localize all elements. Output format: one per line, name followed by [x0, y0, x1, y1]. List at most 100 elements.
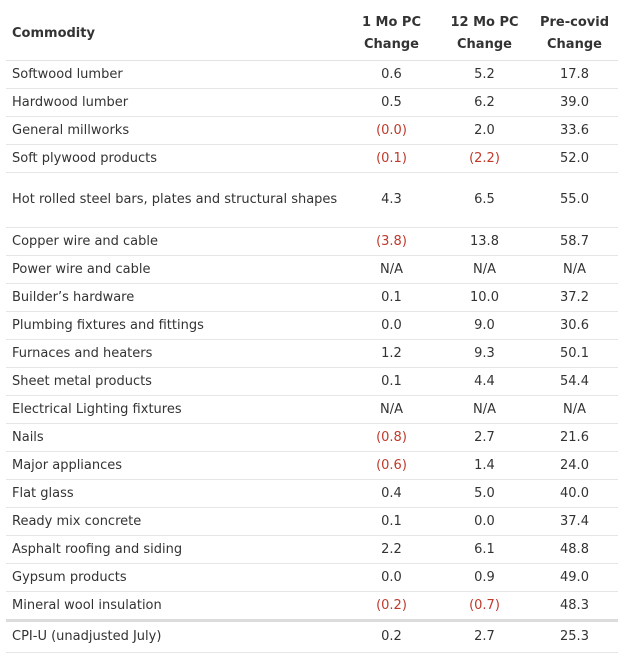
cell-1mo-change: 2.2	[345, 535, 438, 564]
cell-commodity: Copper wire and cable	[6, 227, 345, 256]
cell-12mo-change: 5.0	[438, 479, 531, 508]
cell-precovid-change: 24.0	[531, 451, 618, 480]
cell-commodity: CPI-U (unadjusted July)	[6, 619, 345, 653]
cell-12mo-change: 6.2	[438, 88, 531, 117]
cell-12mo-change: 2.7	[438, 423, 531, 452]
cell-commodity: Softwood lumber	[6, 60, 345, 89]
cell-12mo-change: 5.2	[438, 60, 531, 89]
table-row: Builder’s hardware 0.1 10.0 37.2	[6, 283, 618, 312]
cell-commodity: General millworks	[6, 116, 345, 145]
cell-1mo-change: 0.1	[345, 507, 438, 536]
cell-1mo-change: 0.5	[345, 88, 438, 117]
cell-precovid-change: N/A	[531, 395, 618, 424]
cell-precovid-change: 30.6	[531, 311, 618, 340]
cell-1mo-change: (0.0)	[345, 116, 438, 145]
cell-1mo-change: (0.1)	[345, 144, 438, 173]
table-row: Furnaces and heaters 1.2 9.3 50.1	[6, 339, 618, 368]
cell-1mo-change: (0.8)	[345, 423, 438, 452]
cell-commodity: Soft plywood products	[6, 144, 345, 173]
cell-commodity: Major appliances	[6, 451, 345, 480]
cell-precovid-change: 39.0	[531, 88, 618, 117]
cell-commodity: Sheet metal products	[6, 367, 345, 396]
table-row: Flat glass 0.4 5.0 40.0	[6, 479, 618, 508]
cell-1mo-change: (3.8)	[345, 227, 438, 256]
cell-12mo-change: 0.9	[438, 563, 531, 592]
cell-1mo-change: (0.2)	[345, 591, 438, 621]
cell-precovid-change: 48.8	[531, 535, 618, 564]
cell-precovid-change: N/A	[531, 255, 618, 284]
cell-commodity: Plumbing fixtures and fittings	[6, 311, 345, 340]
cell-12mo-change: 1.4	[438, 451, 531, 480]
cell-1mo-change: 0.6	[345, 60, 438, 89]
cell-commodity: Hot rolled steel bars, plates and struct…	[6, 172, 345, 228]
table-row: General millworks (0.0) 2.0 33.6	[6, 116, 618, 145]
header-commodity: Commodity	[6, 8, 345, 61]
cell-commodity: Flat glass	[6, 479, 345, 508]
cell-1mo-change: 1.2	[345, 339, 438, 368]
cell-precovid-change: 48.3	[531, 591, 618, 621]
cell-precovid-change: 17.8	[531, 60, 618, 89]
cell-1mo-change: 0.0	[345, 311, 438, 340]
cell-12mo-change: 6.5	[438, 172, 531, 228]
cell-1mo-change: 0.1	[345, 283, 438, 312]
table-row: Soft plywood products (0.1) (2.2) 52.0	[6, 144, 618, 173]
cell-commodity: Furnaces and heaters	[6, 339, 345, 368]
header-precovid-change: Pre-covid Change	[531, 8, 618, 61]
table-row: Major appliances (0.6) 1.4 24.0	[6, 451, 618, 480]
cell-1mo-change: N/A	[345, 255, 438, 284]
table-row: Hardwood lumber 0.5 6.2 39.0	[6, 88, 618, 117]
cell-1mo-change: 0.2	[345, 619, 438, 653]
cell-12mo-change: 0.0	[438, 507, 531, 536]
table-row: Electrical Lighting fixtures N/A N/A N/A	[6, 395, 618, 424]
cell-commodity: Mineral wool insulation	[6, 591, 345, 621]
cell-12mo-change: (2.2)	[438, 144, 531, 173]
table-row: Power wire and cable N/A N/A N/A	[6, 255, 618, 284]
table-row: Nails (0.8) 2.7 21.6	[6, 423, 618, 452]
commodity-price-table: Commodity 1 Mo PC Change 12 Mo PC Change…	[6, 8, 618, 653]
commodity-table-container: Commodity 1 Mo PC Change 12 Mo PC Change…	[6, 8, 618, 653]
header-1mo-change: 1 Mo PC Change	[345, 8, 438, 61]
cell-commodity: Nails	[6, 423, 345, 452]
cell-12mo-change: 13.8	[438, 227, 531, 256]
cell-1mo-change: 0.1	[345, 367, 438, 396]
cell-12mo-change: N/A	[438, 395, 531, 424]
table-row: Gypsum products 0.0 0.9 49.0	[6, 563, 618, 592]
cell-1mo-change: 0.4	[345, 479, 438, 508]
cell-commodity: Power wire and cable	[6, 255, 345, 284]
table-row: Plumbing fixtures and fittings 0.0 9.0 3…	[6, 311, 618, 340]
table-row: Mineral wool insulation (0.2) (0.7) 48.3	[6, 591, 618, 621]
cell-12mo-change: 9.0	[438, 311, 531, 340]
cell-12mo-change: 6.1	[438, 535, 531, 564]
cell-precovid-change: 58.7	[531, 227, 618, 256]
table-row: Sheet metal products 0.1 4.4 54.4	[6, 367, 618, 396]
cell-1mo-change: N/A	[345, 395, 438, 424]
table-row: Asphalt roofing and siding 2.2 6.1 48.8	[6, 535, 618, 564]
table-row: Softwood lumber 0.6 5.2 17.8	[6, 60, 618, 89]
cell-commodity: Ready mix concrete	[6, 507, 345, 536]
cell-1mo-change: 0.0	[345, 563, 438, 592]
cell-12mo-change: 4.4	[438, 367, 531, 396]
header-12mo-change: 12 Mo PC Change	[438, 8, 531, 61]
cell-commodity: Electrical Lighting fixtures	[6, 395, 345, 424]
cell-precovid-change: 50.1	[531, 339, 618, 368]
cell-precovid-change: 37.2	[531, 283, 618, 312]
cell-precovid-change: 54.4	[531, 367, 618, 396]
table-row: Ready mix concrete 0.1 0.0 37.4	[6, 507, 618, 536]
header-row: Commodity 1 Mo PC Change 12 Mo PC Change…	[6, 8, 618, 61]
table-body: Softwood lumber 0.6 5.2 17.8 Hardwood lu…	[6, 60, 618, 653]
cell-precovid-change: 33.6	[531, 116, 618, 145]
cell-precovid-change: 55.0	[531, 172, 618, 228]
cell-precovid-change: 40.0	[531, 479, 618, 508]
table-row: Hot rolled steel bars, plates and struct…	[6, 172, 618, 228]
cell-12mo-change: N/A	[438, 255, 531, 284]
cell-12mo-change: 10.0	[438, 283, 531, 312]
cell-12mo-change: 9.3	[438, 339, 531, 368]
cell-precovid-change: 37.4	[531, 507, 618, 536]
cell-commodity: Gypsum products	[6, 563, 345, 592]
cell-commodity: Hardwood lumber	[6, 88, 345, 117]
cell-precovid-change: 52.0	[531, 144, 618, 173]
cell-commodity: Asphalt roofing and siding	[6, 535, 345, 564]
cell-12mo-change: (0.7)	[438, 591, 531, 621]
cell-12mo-change: 2.0	[438, 116, 531, 145]
cell-1mo-change: 4.3	[345, 172, 438, 228]
